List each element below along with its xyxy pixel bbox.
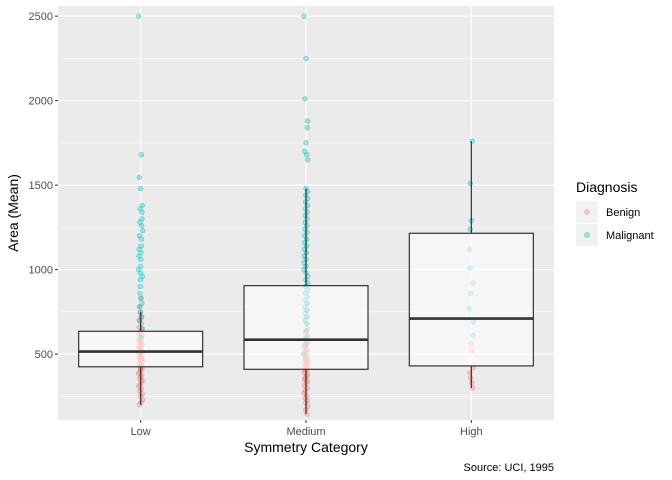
box-low xyxy=(78,311,204,405)
point-malignant xyxy=(138,314,145,320)
point-malignant xyxy=(135,13,142,19)
y-tick-label: 2500 xyxy=(29,11,53,23)
point-malignant xyxy=(136,233,143,239)
y-axis-title: Area (Mean) xyxy=(5,174,21,252)
box-high xyxy=(408,141,534,388)
point-malignant xyxy=(302,96,308,102)
legend-title: Diagnosis xyxy=(576,179,637,195)
point-malignant xyxy=(138,152,145,158)
point-malignant xyxy=(138,243,144,249)
point-malignant xyxy=(303,55,309,62)
x-tick-label: Medium xyxy=(286,426,325,438)
point-malignant xyxy=(302,148,308,155)
caption: Source: UCI, 1995 xyxy=(464,462,555,474)
box-medium xyxy=(243,188,369,415)
y-axis: 500 1000 1500 2000 2500 xyxy=(29,11,58,361)
point-malignant xyxy=(304,124,311,131)
x-axis: Low Medium High xyxy=(131,420,483,438)
y-tick-label: 1000 xyxy=(29,265,53,277)
point-malignant xyxy=(137,290,143,296)
legend-label: Malignant xyxy=(606,230,654,242)
y-tick-label: 500 xyxy=(35,349,53,361)
y-tick-label: 2000 xyxy=(29,96,53,108)
box-rect xyxy=(78,330,204,368)
point-malignant xyxy=(139,300,145,307)
point-malignant xyxy=(138,295,144,302)
y-tick-label: 1500 xyxy=(29,180,53,192)
legend-item-benign: Benign xyxy=(576,201,640,223)
point-malignant xyxy=(303,140,309,146)
point-malignant xyxy=(136,174,143,181)
point-malignant xyxy=(139,216,145,222)
legend-swatch xyxy=(584,232,590,238)
point-malignant xyxy=(139,228,146,234)
box-rect xyxy=(408,232,534,367)
legend-label: Benign xyxy=(606,207,640,219)
legend-item-malignant: Malignant xyxy=(576,224,654,246)
point-malignant xyxy=(138,263,144,269)
x-tick-label: High xyxy=(460,426,483,438)
box-rect xyxy=(243,285,369,370)
point-malignant xyxy=(467,180,474,187)
x-axis-title: Symmetry Category xyxy=(244,439,368,455)
point-malignant xyxy=(304,157,311,163)
point-malignant xyxy=(301,13,307,19)
legend-key xyxy=(576,201,598,223)
point-malignant xyxy=(304,118,311,124)
point-malignant xyxy=(467,226,473,232)
legend-key xyxy=(576,224,598,246)
legend: Diagnosis Benign Malignant xyxy=(576,179,654,246)
point-malignant xyxy=(139,202,145,209)
legend-swatch xyxy=(584,209,590,215)
point-malignant xyxy=(469,138,476,144)
x-tick-label: Low xyxy=(131,426,151,438)
boxes xyxy=(78,141,534,415)
point-malignant xyxy=(137,185,144,192)
point-malignant xyxy=(137,283,143,290)
